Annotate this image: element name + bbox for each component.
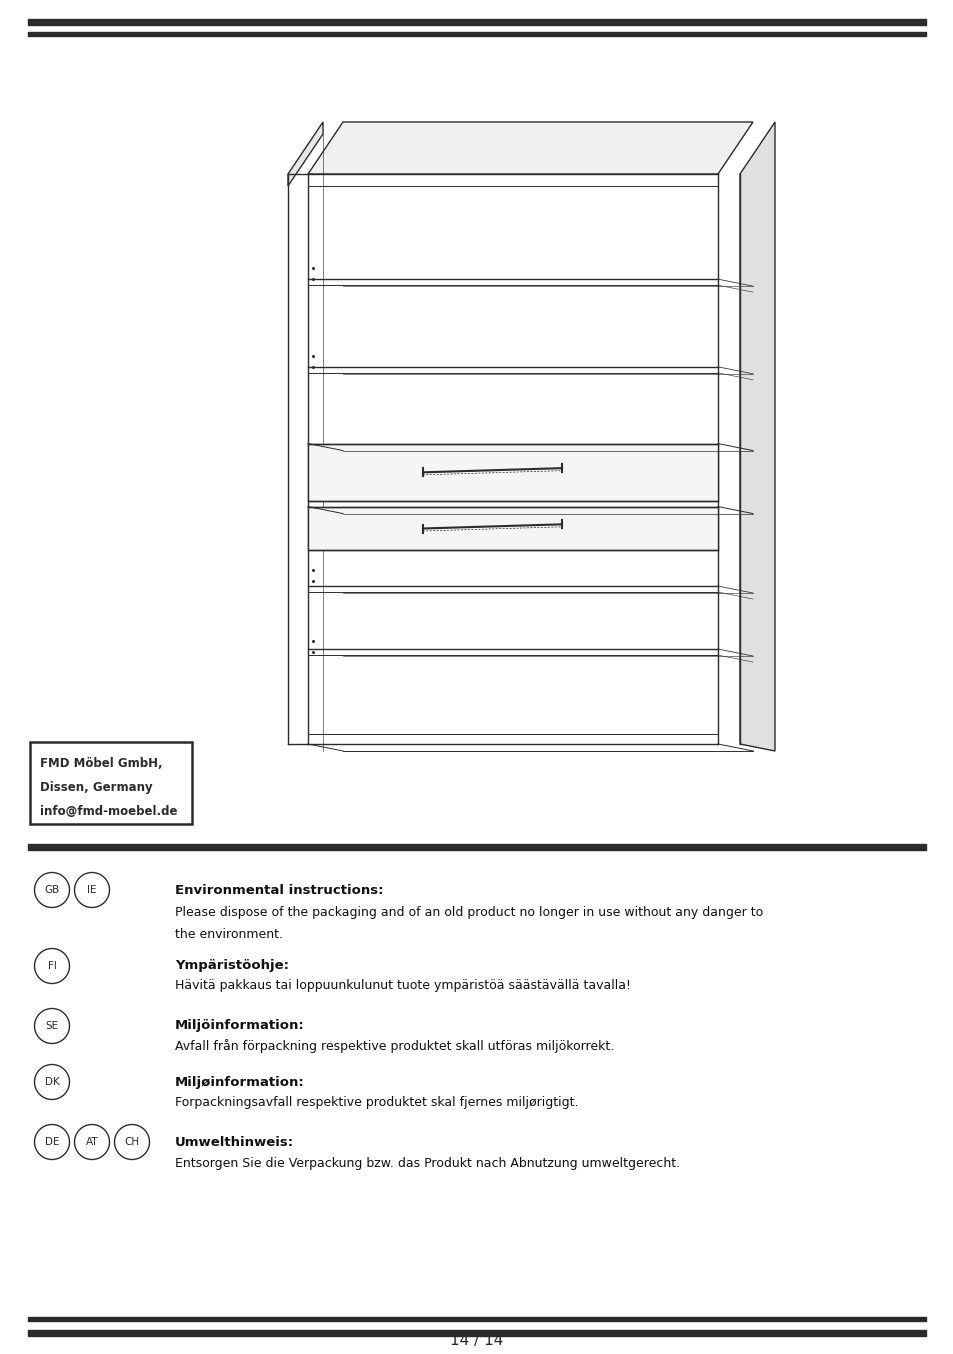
Text: Forpackningsavfall respektive produktet skal fjernes miljørigtigt.: Forpackningsavfall respektive produktet … [174,1095,578,1109]
Text: Avfall från förpackning respektive produktet skall utföras miljökorrekt.: Avfall från förpackning respektive produ… [174,1039,614,1053]
Text: Umwelthinweis:: Umwelthinweis: [174,1136,294,1150]
Text: Entsorgen Sie die Verpackung bzw. das Produkt nach Abnutzung umweltgerecht.: Entsorgen Sie die Verpackung bzw. das Pr… [174,1158,679,1170]
Text: SE: SE [46,1021,58,1030]
Text: IE: IE [87,886,96,895]
Text: GB: GB [45,886,59,895]
Text: Miljøinformation:: Miljøinformation: [174,1076,304,1089]
Text: AT: AT [86,1137,98,1147]
Text: 14 / 14: 14 / 14 [450,1332,503,1347]
Text: Environmental instructions:: Environmental instructions: [174,884,383,896]
Polygon shape [308,122,752,175]
Text: Dissen, Germany: Dissen, Germany [40,781,152,793]
Text: FI: FI [48,961,56,971]
Text: the environment.: the environment. [174,927,283,941]
Polygon shape [740,122,774,751]
Polygon shape [308,444,718,501]
Text: info@fmd-moebel.de: info@fmd-moebel.de [40,806,177,818]
Text: DE: DE [45,1137,59,1147]
Text: Miljöinformation:: Miljöinformation: [174,1020,304,1032]
Text: Ympäristöohje:: Ympäristöohje: [174,959,289,972]
Text: Please dispose of the packaging and of an old product no longer in use without a: Please dispose of the packaging and of a… [174,906,762,919]
Text: DK: DK [45,1076,59,1087]
Text: CH: CH [124,1137,139,1147]
Text: Hävitä pakkaus tai loppuunkulunut tuote ympäristöä säästävällä tavalla!: Hävitä pakkaus tai loppuunkulunut tuote … [174,979,630,992]
FancyBboxPatch shape [30,742,192,825]
Polygon shape [288,122,323,185]
Text: FMD Möbel GmbH,: FMD Möbel GmbH, [40,757,162,770]
Polygon shape [308,506,718,551]
